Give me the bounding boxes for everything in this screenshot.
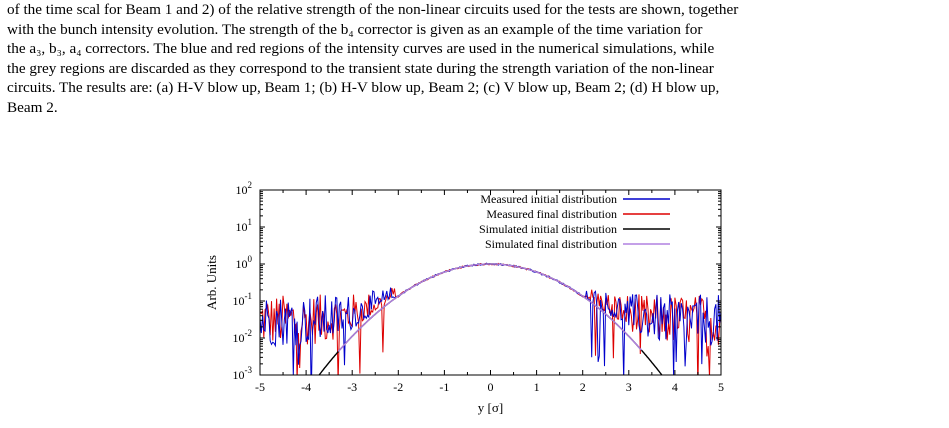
y-axis-label: Arb. Units	[204, 255, 219, 310]
legend-entry-label: Simulated initial distribution	[479, 222, 617, 236]
legend-entry-label: Measured initial distribution	[480, 192, 617, 206]
caption-line: circuits. The results are: (a) H-V blow …	[7, 79, 720, 97]
series-line-simulated-final-distribution	[337, 263, 643, 352]
caption-line: with the bunch intensity evolution. The …	[7, 20, 703, 38]
x-tick-label: 1	[534, 380, 540, 394]
caption-line: of the time scal for Beam 1 and 2) of th…	[7, 1, 739, 18]
caption-line: Beam 2.	[7, 98, 58, 116]
y-tick-label: 101	[236, 217, 253, 234]
x-tick-label: 4	[672, 380, 678, 394]
legend-entry-label: Simulated final distribution	[485, 237, 617, 251]
y-tick-label: 10-3	[233, 365, 253, 382]
y-tick-label: 10-1	[233, 291, 253, 308]
x-tick-label: -5	[255, 380, 265, 394]
caption-line: the grey regions are discarded as they c…	[7, 59, 714, 77]
x-tick-label: -1	[439, 380, 449, 394]
y-tick-label: 100	[236, 254, 253, 271]
x-tick-label: 0	[488, 380, 494, 394]
series-line-measured-initial-distribution	[260, 262, 721, 375]
legend-entry-label: Measured final distribution	[486, 207, 617, 221]
y-tick-label: 102	[236, 180, 253, 197]
axis-ticks: -5 -4 -3 -2 -1 0 1 2 3 4 5 102 101 100 10-1 10-2 10-3	[233, 180, 725, 394]
x-tick-label: 2	[580, 380, 586, 394]
distribution-chart: -5 -4 -3 -2 -1 0 1 2 3 4 5 102 101 100 10-1 10-2 10-3 Me…	[204, 180, 725, 415]
y-tick-label: 10-2	[233, 328, 253, 345]
plot-curves	[260, 262, 721, 375]
x-tick-label: -2	[393, 380, 403, 394]
distribution-figure: -5 -4 -3 -2 -1 0 1 2 3 4 5 102 101 100 10-1 10-2 10-3 Me…	[200, 178, 740, 423]
x-tick-label: -4	[301, 380, 311, 394]
x-axis-label: y [σ]	[478, 400, 503, 415]
x-tick-label: 5	[718, 380, 724, 394]
caption-line: the a₃, b₃, a₄ correctors. The blue and …	[7, 40, 715, 58]
figure-caption: of the time scal for Beam 1 and 2) of th…	[7, 0, 939, 118]
x-tick-label: 3	[626, 380, 632, 394]
x-tick-label: -3	[347, 380, 357, 394]
